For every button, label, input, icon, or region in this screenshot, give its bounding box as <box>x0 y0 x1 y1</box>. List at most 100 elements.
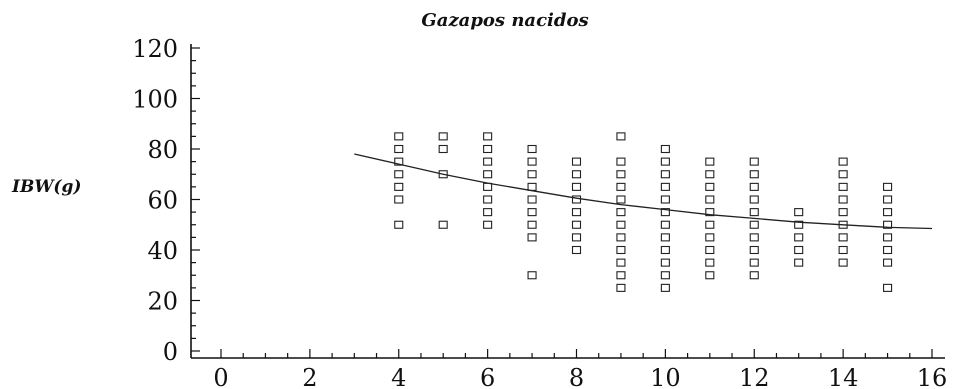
data-point <box>616 157 626 166</box>
data-point <box>749 157 759 166</box>
chart-title: Gazapos nacidos <box>421 10 588 31</box>
data-point <box>794 208 804 217</box>
data-point <box>883 258 893 267</box>
data-point <box>883 182 893 191</box>
data-points <box>394 132 893 292</box>
data-point <box>660 144 670 154</box>
y-tick-label: 80 <box>147 136 178 164</box>
data-point <box>483 132 493 141</box>
data-point <box>749 245 759 255</box>
data-point <box>438 132 448 141</box>
data-point <box>571 170 582 179</box>
x-tick-label: 4 <box>391 364 406 389</box>
data-point <box>883 283 893 292</box>
data-point <box>705 195 715 204</box>
data-point <box>616 283 626 292</box>
data-point <box>749 271 759 280</box>
data-point <box>616 170 626 179</box>
data-point <box>705 170 715 179</box>
data-point <box>571 220 582 229</box>
data-point <box>794 245 804 255</box>
data-point <box>660 208 670 217</box>
data-point <box>438 220 448 229</box>
x-tick-label: 2 <box>302 364 317 389</box>
data-point <box>749 220 759 229</box>
data-point <box>749 233 759 242</box>
data-point <box>483 182 493 191</box>
data-point <box>660 258 670 267</box>
data-point <box>394 195 404 204</box>
data-point <box>883 233 893 242</box>
data-point <box>749 208 759 217</box>
data-point <box>483 170 493 179</box>
data-point <box>705 182 715 191</box>
data-point <box>838 170 848 179</box>
data-point <box>838 157 848 166</box>
data-point <box>794 233 804 242</box>
data-point <box>660 195 670 204</box>
data-point <box>749 182 759 191</box>
data-point <box>705 208 715 217</box>
data-point <box>660 233 670 242</box>
data-point <box>616 245 626 255</box>
data-point <box>705 157 715 166</box>
data-point <box>616 220 626 229</box>
y-axis-label: IBW(g) <box>11 177 81 197</box>
data-point <box>749 195 759 204</box>
data-point <box>705 271 715 280</box>
y-tick-label: 20 <box>147 288 178 316</box>
data-point <box>749 170 759 179</box>
trend-line <box>354 153 933 230</box>
data-point <box>794 258 804 267</box>
data-point <box>394 157 404 166</box>
data-point <box>705 258 715 267</box>
data-point <box>660 245 670 255</box>
data-point <box>483 195 493 204</box>
data-point <box>616 271 626 280</box>
data-point <box>571 157 582 166</box>
data-point <box>705 220 715 229</box>
x-tick-label: 10 <box>650 364 681 389</box>
y-tick-label: 120 <box>132 35 178 63</box>
x-tick-label: 0 <box>213 364 228 389</box>
x-tick-label: 8 <box>569 364 584 389</box>
trend-line-group <box>354 153 933 230</box>
data-point <box>527 182 537 191</box>
data-point <box>571 245 582 255</box>
data-point <box>527 208 537 217</box>
data-point <box>749 258 759 267</box>
data-point <box>838 195 848 204</box>
data-point <box>571 182 582 191</box>
data-point <box>527 157 537 166</box>
x-tick-label: 16 <box>917 364 948 389</box>
data-point <box>527 271 537 280</box>
data-point <box>394 182 404 191</box>
y-tick-label: 100 <box>132 86 178 114</box>
data-point <box>616 258 626 267</box>
data-point <box>527 220 537 229</box>
data-point <box>660 283 670 292</box>
data-point <box>438 144 448 154</box>
data-point <box>838 258 848 267</box>
data-point <box>660 182 670 191</box>
data-point <box>616 182 626 191</box>
data-point <box>660 157 670 166</box>
data-point <box>616 132 626 141</box>
data-point <box>527 144 537 154</box>
data-point <box>838 182 848 191</box>
data-point <box>483 220 493 229</box>
x-tick-label: 14 <box>828 364 859 389</box>
data-point <box>794 220 804 229</box>
data-point <box>527 195 537 204</box>
x-tick-label: 6 <box>480 364 495 389</box>
axes: 0 20 40 60 80 100 120 0 2 4 6 8 10 12 14 16 <box>132 35 947 389</box>
data-point <box>705 245 715 255</box>
data-point <box>527 170 537 179</box>
data-point <box>883 245 893 255</box>
y-tick-label: 0 <box>163 338 178 366</box>
data-point <box>660 220 670 229</box>
data-point <box>660 271 670 280</box>
data-point <box>616 195 626 204</box>
